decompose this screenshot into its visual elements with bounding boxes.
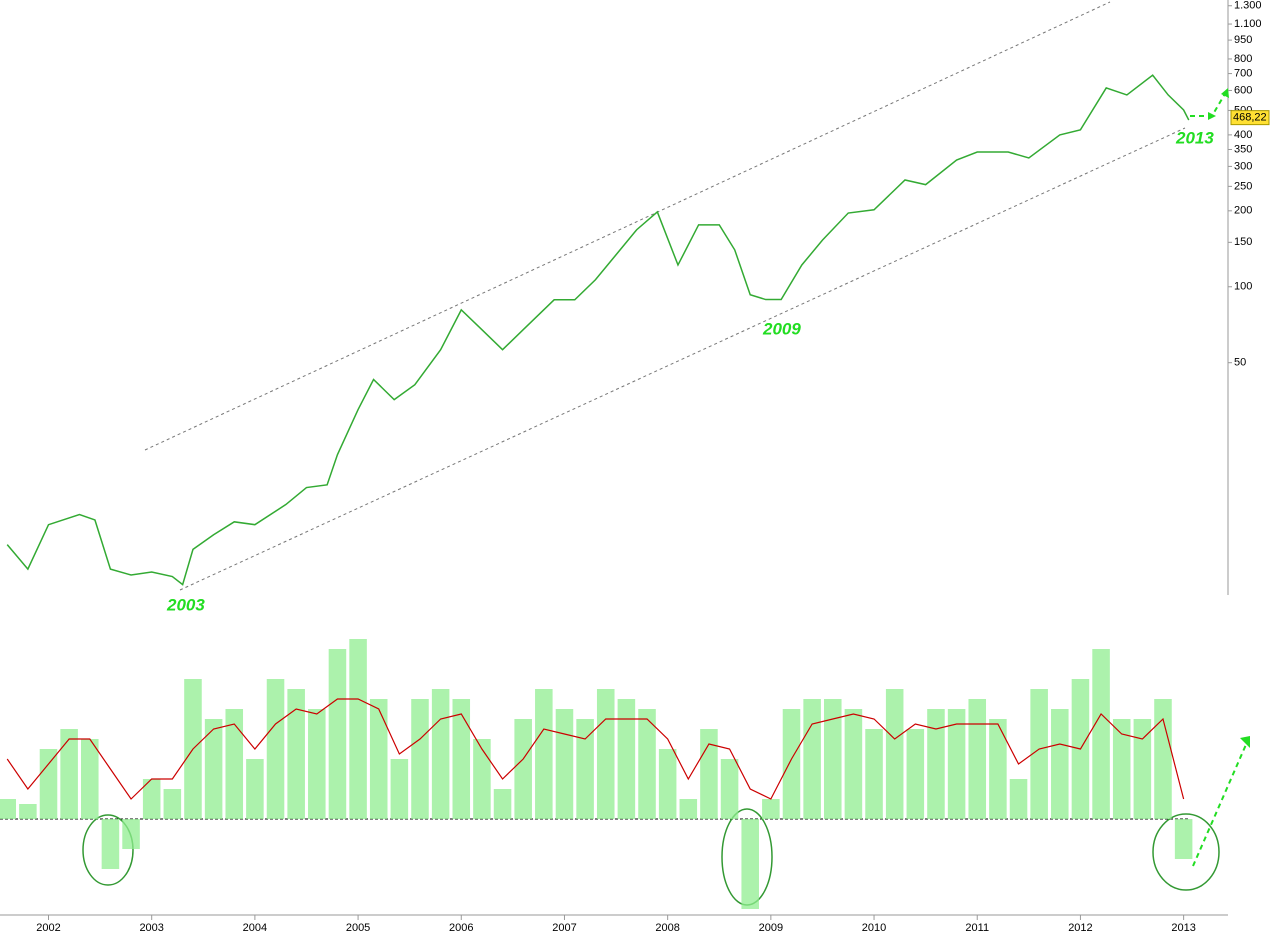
x-tick-label: 2011 bbox=[965, 922, 989, 934]
highlight-circle bbox=[1152, 813, 1220, 891]
x-tick-label: 2013 bbox=[1171, 922, 1195, 934]
x-tick-label: 2006 bbox=[449, 922, 473, 934]
moving-average bbox=[6, 698, 1185, 800]
bar bbox=[81, 739, 99, 819]
bar bbox=[823, 699, 842, 819]
bar bbox=[39, 749, 58, 819]
x-tick-label: 2005 bbox=[346, 922, 370, 934]
bar bbox=[122, 819, 140, 849]
bar bbox=[700, 729, 718, 819]
bar bbox=[989, 719, 1007, 819]
bar bbox=[555, 709, 574, 819]
bar bbox=[576, 719, 594, 819]
y-tick-label: 800 bbox=[1234, 53, 1252, 65]
bar bbox=[328, 649, 347, 819]
y-tick-label: 400 bbox=[1234, 129, 1252, 141]
x-tick-label: 2007 bbox=[552, 922, 576, 934]
bar bbox=[493, 789, 512, 819]
x-tick-label: 2002 bbox=[36, 922, 60, 934]
bar bbox=[266, 679, 285, 819]
y-tick-label: 200 bbox=[1234, 205, 1252, 217]
bar bbox=[617, 699, 636, 819]
bar bbox=[514, 719, 532, 819]
bar bbox=[60, 729, 78, 819]
annotation: 2003 bbox=[166, 595, 205, 614]
bar bbox=[1133, 719, 1152, 819]
y-tick-label: 950 bbox=[1234, 34, 1252, 46]
bar bbox=[535, 689, 553, 819]
y-tick-label: 100 bbox=[1234, 281, 1252, 293]
bar bbox=[762, 799, 780, 819]
bar bbox=[782, 709, 801, 819]
x-tick-label: 2010 bbox=[862, 922, 886, 934]
annotation: 2009 bbox=[762, 319, 801, 338]
bar bbox=[452, 699, 471, 819]
y-tick-label: 1.300 bbox=[1234, 0, 1262, 12]
y-tick-label: 250 bbox=[1234, 180, 1252, 192]
bar bbox=[473, 739, 491, 819]
bar bbox=[1174, 819, 1193, 859]
x-tick-label: 2003 bbox=[139, 922, 163, 934]
last-value-label: 468,22 bbox=[1233, 112, 1267, 124]
bar bbox=[844, 709, 863, 819]
bar bbox=[246, 759, 264, 819]
bar bbox=[1154, 699, 1172, 819]
bar bbox=[163, 789, 182, 819]
bar bbox=[308, 709, 326, 819]
bar bbox=[101, 819, 120, 869]
bar bbox=[803, 699, 821, 819]
bar bbox=[1112, 719, 1131, 819]
bar bbox=[968, 699, 987, 819]
bar bbox=[638, 709, 656, 819]
bar bbox=[596, 689, 615, 819]
bar bbox=[1051, 709, 1069, 819]
bar bbox=[1030, 689, 1048, 819]
bar bbox=[0, 799, 16, 819]
bar bbox=[679, 799, 698, 819]
highlight-circle bbox=[82, 814, 134, 886]
y-tick-label: 1.100 bbox=[1234, 18, 1262, 30]
x-tick-label: 2009 bbox=[759, 922, 783, 934]
bar bbox=[19, 804, 37, 819]
y-tick-label: 700 bbox=[1234, 67, 1252, 79]
x-tick-label: 2004 bbox=[243, 922, 267, 934]
bar bbox=[927, 709, 945, 819]
bar bbox=[390, 759, 409, 819]
price-line bbox=[6, 74, 1190, 586]
bar bbox=[885, 689, 904, 819]
bar bbox=[906, 729, 925, 819]
last-value-box bbox=[1230, 110, 1270, 126]
x-tick-label: 2012 bbox=[1068, 922, 1092, 934]
bar bbox=[349, 639, 367, 819]
y-tick-label: 350 bbox=[1234, 143, 1252, 155]
channel-lower bbox=[179, 127, 1186, 591]
bar bbox=[431, 689, 450, 819]
annotation: 2013 bbox=[1175, 128, 1214, 147]
x-tick-label: 2008 bbox=[655, 922, 679, 934]
bar bbox=[865, 729, 883, 819]
bar bbox=[1092, 649, 1110, 819]
bar bbox=[658, 749, 677, 819]
channel-upper bbox=[144, 1, 1111, 451]
y-tick-label: 300 bbox=[1234, 160, 1252, 172]
bar bbox=[142, 779, 161, 819]
bar bbox=[947, 709, 966, 819]
bar bbox=[720, 759, 739, 819]
bar bbox=[204, 719, 223, 819]
bar bbox=[225, 709, 244, 819]
y-tick-label: 50 bbox=[1234, 357, 1246, 369]
bar bbox=[287, 689, 305, 819]
bar bbox=[411, 699, 429, 819]
y-tick-label: 600 bbox=[1234, 84, 1252, 96]
bar bbox=[1009, 779, 1028, 819]
bar bbox=[741, 819, 759, 909]
bar bbox=[369, 699, 388, 819]
y-tick-label: 150 bbox=[1234, 236, 1252, 248]
